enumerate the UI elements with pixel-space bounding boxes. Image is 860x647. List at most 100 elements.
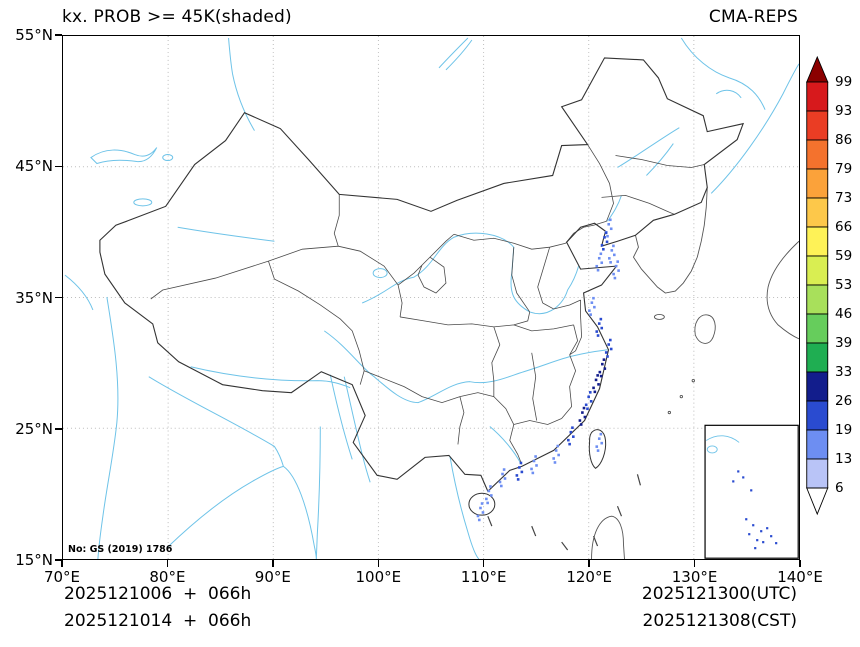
colorbar-segment bbox=[806, 255, 829, 286]
shaded-cell bbox=[612, 272, 615, 276]
colorbar-label: 39 bbox=[835, 335, 853, 351]
x-tick-mark bbox=[272, 560, 274, 567]
y-tick-label: 45°N bbox=[15, 157, 53, 176]
shaded-cell bbox=[609, 218, 612, 222]
shaded-cell bbox=[597, 256, 601, 260]
shaded-cell bbox=[581, 411, 584, 414]
shaded-cell bbox=[593, 390, 597, 394]
shaded-cell bbox=[485, 497, 488, 501]
colorbar-segment bbox=[806, 226, 829, 257]
shaded-cell bbox=[556, 444, 560, 448]
colorbar-label: 59 bbox=[835, 248, 853, 264]
shaded-cell bbox=[554, 449, 558, 452]
x-tick-label: 130°E bbox=[671, 568, 718, 586]
shaded-cell bbox=[595, 330, 599, 333]
shaded-cell bbox=[606, 355, 609, 358]
shaded-cell bbox=[531, 471, 535, 475]
x-tick-label: 70°E bbox=[43, 568, 81, 586]
colorbar-segment bbox=[806, 429, 829, 460]
map-plot: No: GS (2019) 1786 bbox=[62, 35, 800, 560]
shaded-cell bbox=[534, 455, 537, 458]
shaded-cell bbox=[552, 457, 555, 460]
china-map bbox=[63, 36, 799, 559]
shaded-cell bbox=[600, 244, 604, 247]
scs-inset bbox=[704, 424, 799, 559]
shaded-cell bbox=[593, 305, 596, 309]
shaded-cell bbox=[596, 334, 600, 337]
shaded-cell bbox=[582, 406, 586, 410]
colorbar-label: 79 bbox=[835, 161, 853, 177]
shaded-cell bbox=[490, 494, 493, 497]
shaded-cell bbox=[592, 296, 595, 300]
shaded-cell bbox=[516, 478, 520, 481]
shaded-cell bbox=[598, 370, 602, 374]
colorbar-segment bbox=[806, 110, 829, 141]
y-tick-mark bbox=[55, 559, 62, 561]
shaded-cell bbox=[589, 400, 593, 403]
x-tick-mark bbox=[693, 560, 696, 567]
y-tick-mark bbox=[55, 428, 62, 430]
x-tick-mark bbox=[61, 560, 63, 567]
colorbar-label: 46 bbox=[835, 306, 853, 322]
shaded-cell bbox=[520, 470, 524, 474]
colorbar-label: 13 bbox=[835, 451, 853, 467]
colorbar-label: 86 bbox=[835, 132, 853, 148]
y-tick-label: 15°N bbox=[15, 551, 53, 569]
shaded-cell bbox=[489, 485, 492, 488]
shaded-cell bbox=[572, 435, 575, 438]
x-tick-mark bbox=[377, 560, 380, 567]
shaded-cell bbox=[477, 518, 481, 522]
shaded-cell bbox=[590, 301, 594, 304]
shaded-cell bbox=[613, 276, 617, 280]
footer-valid-utc: 2025121300(UTC) bbox=[641, 584, 797, 604]
province-boundaries bbox=[150, 144, 705, 465]
shaded-cell bbox=[480, 502, 484, 505]
rivers-lakes bbox=[64, 37, 799, 559]
shaded-cell bbox=[609, 347, 613, 351]
footer-init-cst: 2025121014 + 066h bbox=[64, 611, 252, 631]
colorbar-label: 99 bbox=[835, 74, 853, 90]
x-tick-mark bbox=[166, 560, 169, 567]
shaded-cell bbox=[586, 407, 589, 411]
colorbar-segment bbox=[806, 371, 829, 402]
colorbar-segment bbox=[806, 342, 829, 373]
shaded-cell bbox=[595, 264, 599, 268]
shaded-cell bbox=[569, 430, 573, 434]
shaded-cell bbox=[519, 461, 523, 465]
china-outline bbox=[99, 57, 745, 493]
shaded-cell bbox=[557, 453, 560, 457]
shaded-cell bbox=[532, 459, 536, 463]
colorbar-segment bbox=[806, 400, 829, 431]
shaded-cell bbox=[503, 477, 507, 480]
y-tick-label: 55°N bbox=[15, 26, 53, 44]
colorbar-segment bbox=[806, 284, 829, 315]
y-tick-mark bbox=[55, 296, 62, 299]
shaded-cell bbox=[602, 247, 605, 251]
shaded-cell bbox=[588, 391, 592, 394]
footer-init-utc: 2025121006 + 066h bbox=[64, 584, 252, 604]
shaded-cell bbox=[571, 426, 574, 429]
shaded-cell bbox=[609, 227, 613, 231]
shaded-cell bbox=[610, 249, 614, 252]
footer-valid-cst: 2025121308(CST) bbox=[642, 611, 797, 631]
colorbar-label: 33 bbox=[835, 364, 853, 380]
colorbar-arrow bbox=[806, 55, 829, 83]
shaded-cell bbox=[607, 222, 611, 226]
shaded-cell bbox=[600, 326, 604, 330]
shaded-cell bbox=[592, 386, 595, 390]
shaded-cell bbox=[596, 268, 600, 272]
y-tick-label: 35°N bbox=[15, 288, 53, 307]
shaded-cell bbox=[481, 511, 485, 514]
shaded-cell bbox=[617, 269, 620, 272]
shaded-cell bbox=[535, 464, 538, 467]
x-tick-mark bbox=[588, 560, 590, 567]
shaded-cell bbox=[597, 437, 601, 440]
dash-line-segments bbox=[487, 474, 642, 551]
x-tick-mark bbox=[482, 560, 485, 567]
shaded-cell bbox=[500, 484, 503, 488]
shaded-cell bbox=[613, 253, 616, 257]
chart-title: kx. PROB >= 45K(shaded) bbox=[62, 7, 292, 27]
x-tick-label: 140°E bbox=[777, 568, 823, 586]
shaded-cell bbox=[608, 257, 611, 260]
